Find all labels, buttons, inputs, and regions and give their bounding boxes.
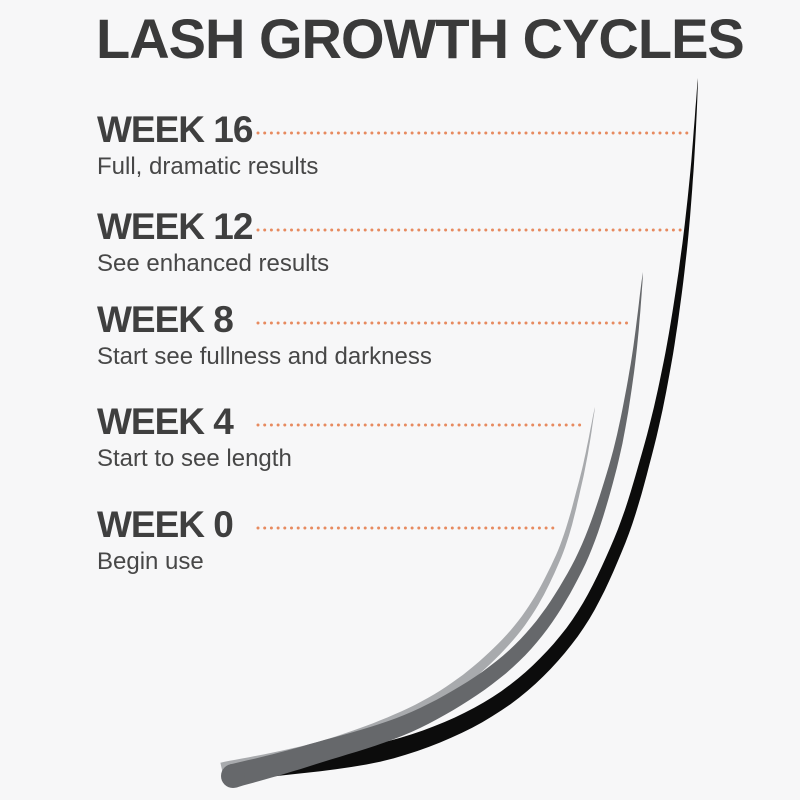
timeline-row-week4: WEEK 4 Start to see length — [97, 402, 292, 474]
week-description: Start see fullness and darkness — [97, 343, 432, 370]
timeline-row-week8: WEEK 8 Start see fullness and darkness — [97, 300, 432, 372]
week-description: See enhanced results — [97, 250, 330, 277]
week-label: WEEK 8 — [97, 299, 234, 340]
lash-curve-week16-long — [258, 78, 698, 778]
lash-base-cap — [221, 764, 245, 788]
week-label: WEEK 16 — [97, 109, 253, 150]
week-label: WEEK 12 — [97, 206, 253, 247]
week-description: Start to see length — [97, 445, 292, 472]
timeline-row-week12: WEEK 12 See enhanced results — [97, 207, 329, 279]
week-description: Begin use — [97, 548, 204, 575]
week-label: WEEK 4 — [97, 401, 234, 442]
timeline-row-week16: WEEK 16 Full, dramatic results — [97, 110, 318, 182]
page-title: LASH GROWTH CYCLES — [96, 7, 745, 70]
week-label: WEEK 0 — [97, 504, 234, 545]
week-description: Full, dramatic results — [97, 153, 319, 180]
timeline-row-week0: WEEK 0 Begin use — [97, 504, 234, 577]
